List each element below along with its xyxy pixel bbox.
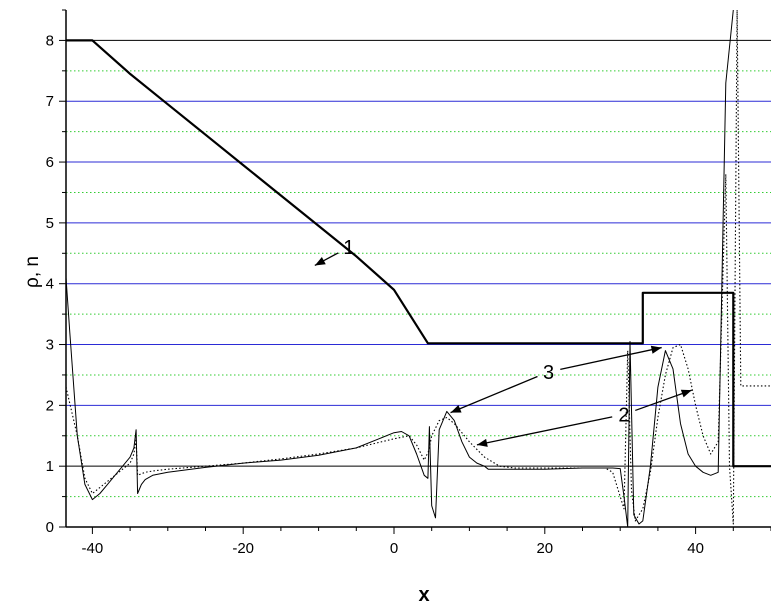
x-tick-label: 0 xyxy=(390,540,398,557)
series-line-2 xyxy=(65,9,734,528)
y-tick-label: 1 xyxy=(46,458,54,475)
x-axis-title: x xyxy=(418,584,429,606)
annotation-arrow xyxy=(560,346,662,371)
axes xyxy=(59,9,771,534)
tick-labels: 0 1 2 3 4 5 6 7 8 -40 -20 0 20 40 xyxy=(46,32,704,557)
annotation-arrowhead xyxy=(314,257,326,266)
x-tick-label: -20 xyxy=(232,540,254,557)
annotation-label: 2 xyxy=(618,404,629,426)
annotation-label: 3 xyxy=(543,362,554,384)
x-tick-label: -40 xyxy=(82,540,104,557)
annotation-arrowhead xyxy=(650,345,662,354)
y-tick-label: 6 xyxy=(46,154,54,171)
y-tick-label: 5 xyxy=(46,215,54,232)
annotation-arrowhead xyxy=(476,438,488,447)
annotation-arrow xyxy=(450,375,538,414)
series-line-3 xyxy=(65,9,771,525)
annotation-label: 1 xyxy=(343,237,354,259)
y-tick-label: 3 xyxy=(46,337,54,354)
y-axis-title: ρ, n xyxy=(22,256,43,288)
annotations: 1 2 3 xyxy=(314,237,693,447)
x-tick-label: 40 xyxy=(687,540,704,557)
grid xyxy=(66,39,771,498)
y-tick-label: 8 xyxy=(46,32,54,49)
annotation-arrowhead xyxy=(680,389,692,398)
annotation-arrow xyxy=(476,416,613,446)
x-tick-label: 20 xyxy=(536,540,553,557)
series-group xyxy=(65,9,771,528)
y-tick-label: 2 xyxy=(46,397,54,414)
y-tick-label: 0 xyxy=(46,519,54,536)
series-line-1 xyxy=(66,39,771,468)
y-tick-label: 4 xyxy=(46,276,54,293)
y-tick-label: 7 xyxy=(46,93,54,110)
annotation-arrowhead xyxy=(450,404,462,413)
